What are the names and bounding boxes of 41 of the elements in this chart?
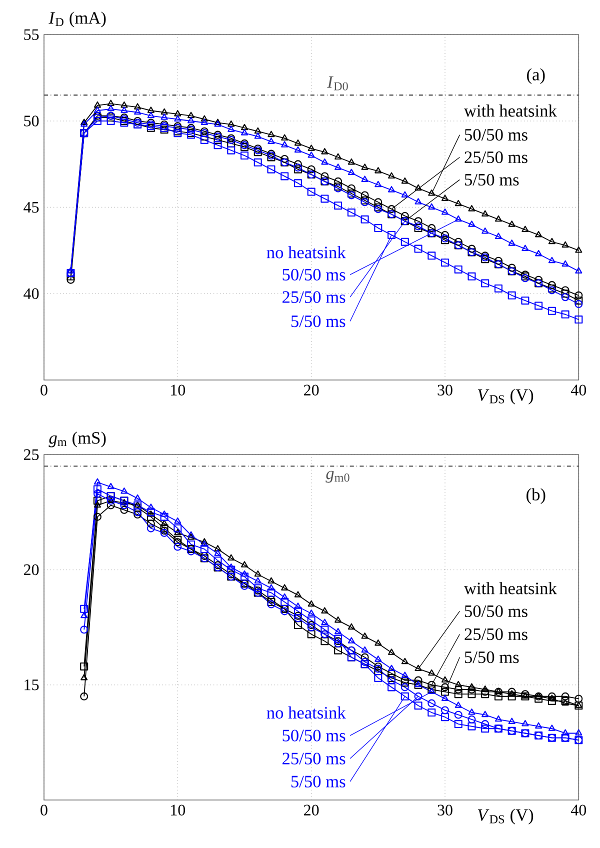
y-tick-label: 20	[24, 564, 39, 576]
ref-line-label: g$_{m0}$	[326, 470, 350, 483]
y-axis-title: I$_{D}$ (mA)	[48, 12, 106, 28]
x-axis-title: V$_{DS}$ (V)	[478, 388, 534, 404]
text: 25/50 ms	[282, 752, 346, 764]
y-tick-label: 40	[24, 288, 39, 300]
x-tick-label: 40	[570, 804, 586, 816]
text: 50/50 ms	[282, 730, 346, 742]
x-tick-label: 0	[40, 384, 48, 396]
text: 50/50 ms	[282, 268, 346, 281]
y-tick-label: 15	[24, 680, 39, 690]
series-label: 5/50 ms	[464, 651, 519, 664]
text: 5/50 ms	[291, 776, 346, 788]
text: (b)	[526, 488, 546, 504]
y-tick-label: 50	[24, 116, 39, 126]
text: (a)	[527, 68, 545, 84]
x-tick-label: 10	[171, 384, 186, 396]
text: 25/50 ms	[464, 628, 528, 640]
x-tick-label: 30	[438, 384, 452, 396]
text: 25/50 ms	[464, 151, 528, 164]
text: 5/50 ms	[464, 174, 519, 186]
y-axis-title: g$_{m}$ (mS)	[48, 432, 106, 448]
text: 25/50 ms	[282, 291, 346, 303]
annotation: no heatsink	[266, 706, 346, 719]
x-tick-label: 0	[40, 804, 48, 816]
x-axis-title: V$_{DS}$ (V)	[478, 808, 534, 824]
annotation: with heatsink	[464, 582, 557, 594]
annotation: no heatsink	[266, 246, 346, 258]
y-tick-label: 25	[24, 449, 39, 460]
y-tick-label: 55	[24, 29, 39, 40]
x-tick-label: 40	[570, 384, 586, 396]
x-tick-label: 30	[438, 804, 452, 816]
ref-line-label: I$_{D0}$	[327, 76, 348, 90]
text: 5/50 ms	[291, 315, 346, 328]
text: 50/50 ms	[464, 128, 528, 141]
annotation: with heatsink	[464, 104, 557, 117]
y-tick-label: 45	[24, 202, 39, 213]
x-tick-label: 20	[304, 384, 319, 396]
x-tick-label: 10	[171, 804, 186, 816]
text: 50/50 ms	[464, 605, 528, 618]
x-tick-label: 20	[304, 804, 319, 816]
